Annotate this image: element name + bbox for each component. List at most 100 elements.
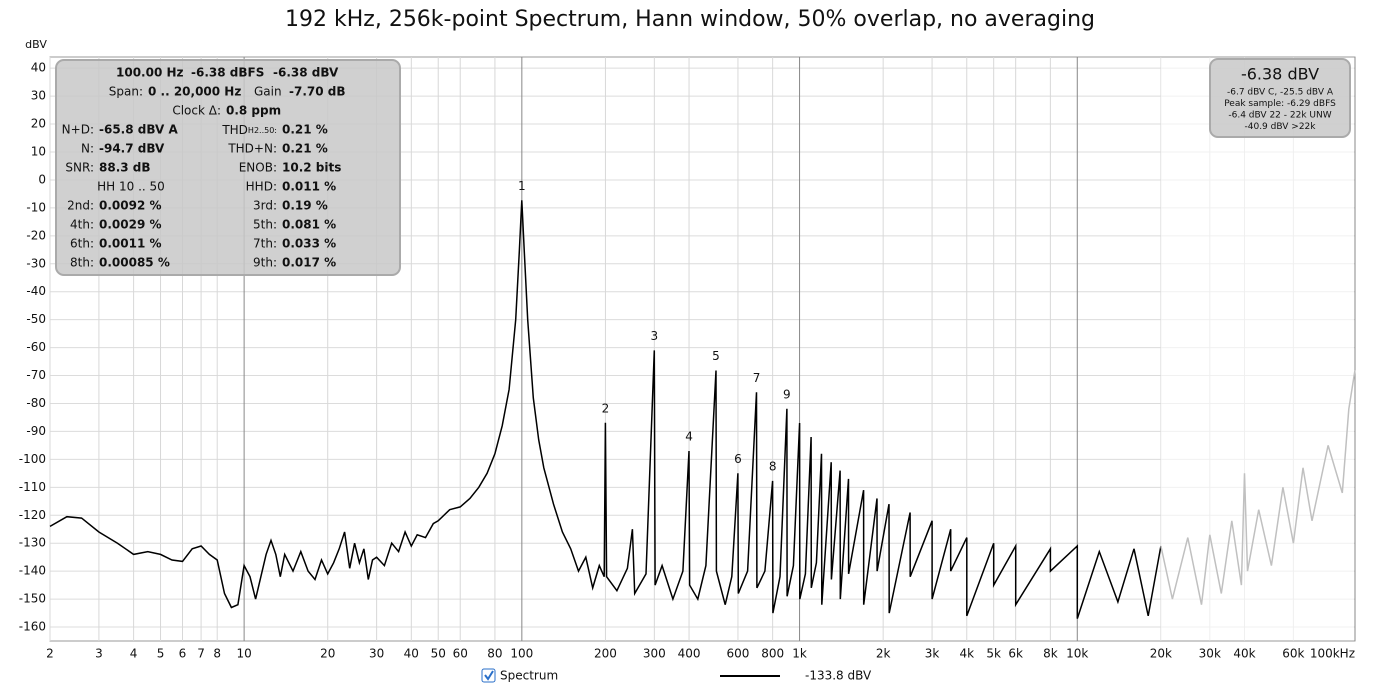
info-label: THDH2..50:: [221, 123, 277, 137]
info-value: 0.0029 %: [99, 218, 162, 232]
info-label: Span:: [109, 85, 143, 99]
y-tick-label: 0: [38, 172, 46, 186]
x-tick-label: 1k: [792, 647, 807, 661]
info-label: THD+N:: [227, 142, 277, 156]
legend-value: -133.8 dBV: [805, 669, 872, 683]
checkmark[interactable]: [484, 670, 494, 681]
info-value: 0.011 %: [282, 180, 336, 194]
info-header: 100.00 Hz: [116, 66, 184, 80]
panels: 100.00 Hz -6.38 dBFS -6.38 dBV Span: 0 .. 20…: [55, 58, 1351, 276]
peak-label: 6: [734, 452, 742, 466]
info-value: -94.7 dBV: [99, 142, 165, 156]
info-label: ENOB:: [239, 161, 277, 175]
y-tick-label: -100: [19, 452, 46, 466]
info-label: 7th:: [253, 237, 277, 251]
info-value: 0.19 %: [282, 199, 328, 213]
y-tick-label: -50: [26, 312, 46, 326]
x-tick-label: 2k: [876, 647, 891, 661]
y-tick-label: -130: [19, 536, 46, 550]
y-tick-label: -70: [26, 368, 46, 382]
info-label: SNR:: [65, 161, 94, 175]
info-value: 10.2 bits: [282, 161, 341, 175]
info-header: -6.38 dBV: [273, 66, 339, 80]
chart-title: 192 kHz, 256k-point Spectrum, Hann windo…: [285, 7, 1095, 32]
info-value: -7.70 dB: [289, 85, 346, 99]
y-tick-label: -30: [26, 256, 46, 270]
y-tick-label: -10: [26, 200, 46, 214]
grid: 403020100-10-20-30-40-50-60-70-80-90-100…: [19, 57, 1356, 661]
x-tick-label: 30k: [1199, 647, 1221, 661]
x-tick-label: 40: [404, 647, 419, 661]
legend: Spectrum -133.8 dBV: [481, 668, 872, 683]
info-label: 8th:: [70, 256, 94, 270]
x-tick-label: 5: [157, 647, 165, 661]
info-label-main: THD: [221, 123, 248, 137]
x-tick-label: 4: [130, 647, 138, 661]
info-value: 0.081 %: [282, 218, 336, 232]
info-label: N:: [81, 142, 94, 156]
x-tick-label: 80: [487, 647, 502, 661]
y-tick-label: -90: [26, 424, 46, 438]
level-value: -6.38 dBV: [1241, 65, 1319, 84]
y-tick-label: -20: [26, 228, 46, 242]
x-tick-label: 40k: [1233, 647, 1255, 661]
y-tick-label: -80: [26, 396, 46, 410]
peak-label: 1: [518, 179, 526, 193]
info-value: 0.017 %: [282, 256, 336, 270]
y-tick-label: 40: [31, 61, 46, 75]
y-tick-label: 10: [31, 145, 46, 159]
x-tick-label: 6: [179, 647, 187, 661]
x-tick-label: 3k: [925, 647, 940, 661]
info-value: 0.21 %: [282, 123, 328, 137]
x-tick-label: 30: [369, 647, 384, 661]
x-tick-label: 60: [453, 647, 468, 661]
x-tick-label: 3: [95, 647, 103, 661]
y-tick-label: -120: [19, 508, 46, 522]
spectrum-line: [49, 200, 1162, 619]
x-tick-label: 5k: [986, 647, 1001, 661]
x-tick-label: 8k: [1043, 647, 1058, 661]
peak-label: 3: [651, 329, 659, 343]
info-label: HHD:: [246, 180, 277, 194]
info-value: 0.033 %: [282, 237, 336, 251]
y-tick-label: 30: [31, 89, 46, 103]
x-tick-label: 4k: [959, 647, 974, 661]
level-line: -6.4 dBV 22 - 22k UNW: [1228, 111, 1331, 121]
peak-label: 9: [783, 387, 791, 401]
out-of-band-shade: [1160, 58, 1354, 640]
x-tick-label: 60k: [1282, 647, 1304, 661]
legend-label: Spectrum: [500, 669, 558, 683]
x-tick-label: 8: [213, 647, 221, 661]
peak-label: 8: [769, 459, 777, 473]
info-value: 0.0011 %: [99, 237, 162, 251]
info-label: 3rd:: [253, 199, 277, 213]
x-tick-label: 400: [678, 647, 701, 661]
x-tick-label: 300: [643, 647, 666, 661]
x-tick-label: 2: [46, 647, 54, 661]
info-label: 9th:: [253, 256, 277, 270]
peak-label: 2: [602, 401, 610, 415]
x-tick-label: 7: [197, 647, 205, 661]
x-tick-label: 100: [510, 647, 533, 661]
info-value: -65.8 dBV A: [99, 123, 178, 137]
y-tick-label: -110: [19, 480, 46, 494]
info-value: 0 .. 20,000 Hz: [148, 85, 241, 99]
info-value: 0.21 %: [282, 142, 328, 156]
x-tick-label: 200: [594, 647, 617, 661]
info-panel: [55, 59, 401, 276]
y-tick-label: -40: [26, 284, 46, 298]
info-label: 4th:: [70, 218, 94, 232]
level-line: Peak sample: -6.29 dBFS: [1224, 99, 1336, 109]
info-header: -6.38 dBFS: [191, 66, 264, 80]
info-label: 5th:: [253, 218, 277, 232]
info-value: 0.8 ppm: [226, 104, 281, 118]
info-value: 0.0092 %: [99, 199, 162, 213]
x-tick-label: 6k: [1008, 647, 1023, 661]
x-tick-label: 20k: [1150, 647, 1172, 661]
info-label: N+D:: [62, 123, 94, 137]
y-tick-label: -60: [26, 340, 46, 354]
y-tick-label: -160: [19, 620, 46, 634]
info-label: Gain: [254, 85, 282, 99]
x-tick-label: 50: [431, 647, 446, 661]
